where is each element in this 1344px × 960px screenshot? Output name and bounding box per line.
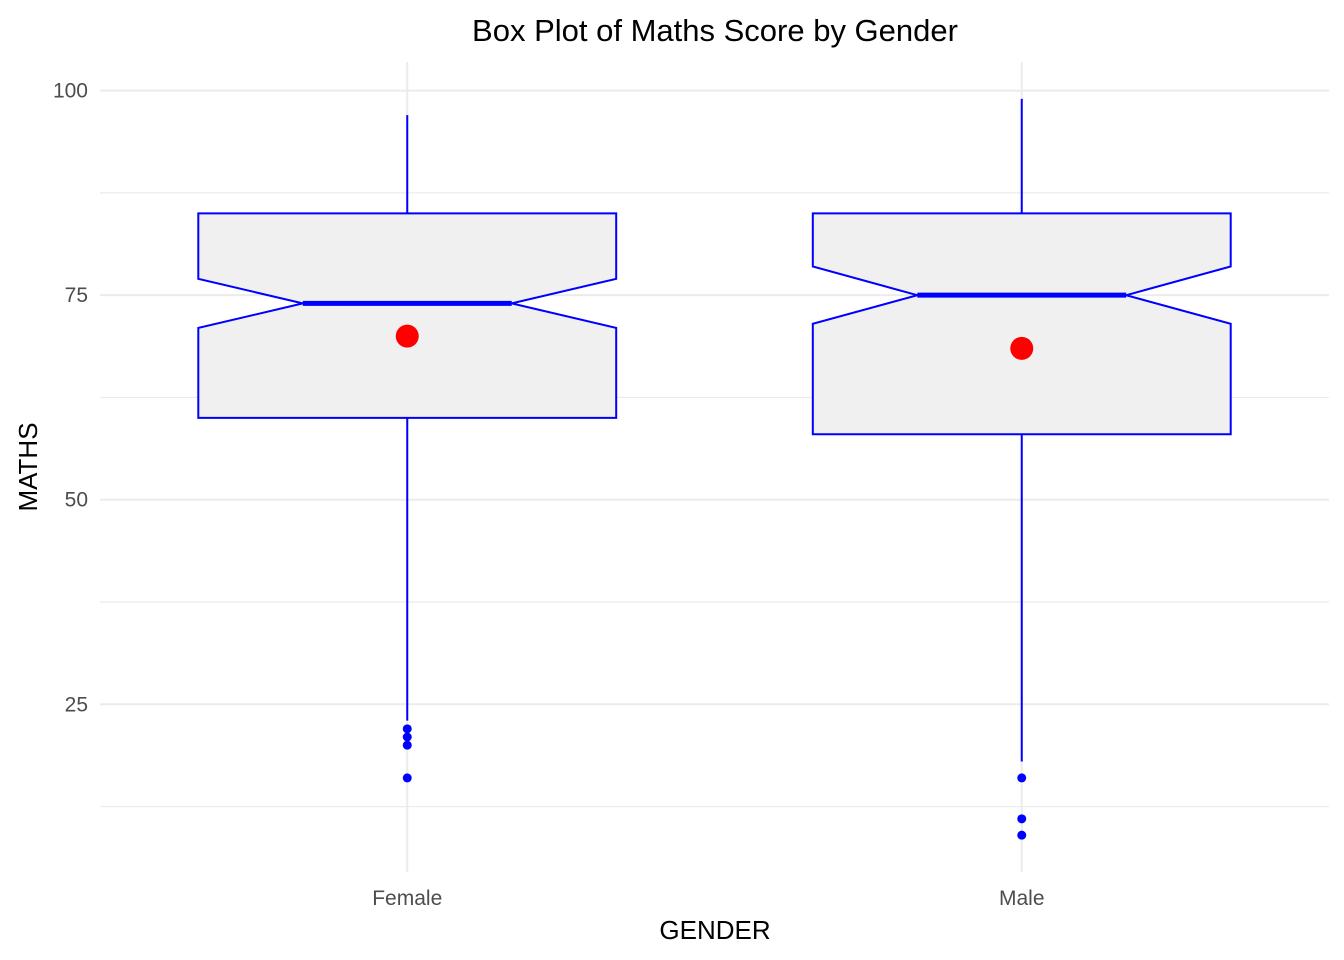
x-axis-title: GENDER [659,915,770,945]
outlier-point [402,773,412,783]
x-tick-label: Female [372,887,442,910]
mean-point [1010,336,1034,360]
box-female [197,115,618,783]
y-tick-label: 25 [65,693,88,716]
outlier-point [1017,773,1027,783]
boxes [197,98,1232,840]
y-axis-title: MATHS [13,422,43,511]
y-tick-label: 50 [65,489,88,512]
grid-lines [100,62,1329,872]
y-tick-label: 100 [53,80,88,103]
outlier-point [402,732,412,742]
notched-box [811,212,1232,436]
box-male [811,98,1232,840]
outlier-point [402,740,412,750]
tick-labels: 25 50 75 100 Female Male [53,80,1045,910]
y-tick-label: 75 [65,284,88,307]
mean-point [395,324,419,348]
chart-title: Box Plot of Maths Score by Gender [472,13,958,48]
outlier-point [402,724,412,734]
x-tick-label: Male [999,887,1045,910]
outlier-point [1017,830,1027,840]
notched-box [197,212,618,419]
outlier-point [1017,814,1027,824]
